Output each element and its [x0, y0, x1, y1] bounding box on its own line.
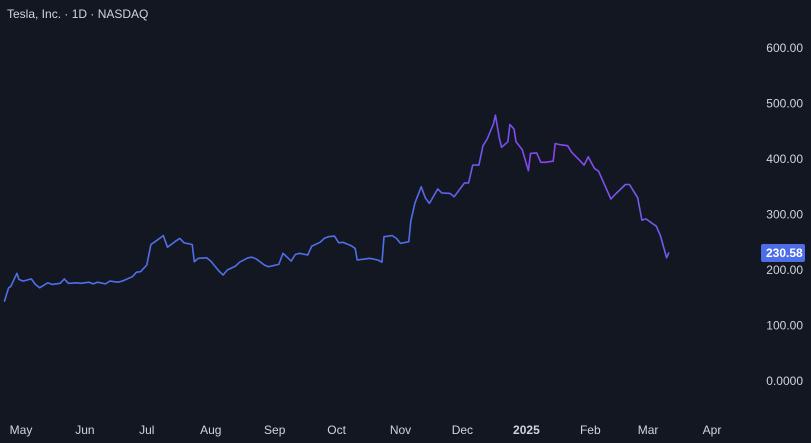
- x-tick-label: Oct: [327, 423, 346, 437]
- x-tick-label: Aug: [200, 423, 221, 437]
- y-tick-label: 0.0000: [766, 374, 803, 388]
- x-tick-label: 2025: [513, 423, 540, 437]
- x-tick-label: May: [10, 423, 33, 437]
- y-tick-label: 100.00: [766, 319, 803, 333]
- chart-title: Tesla, Inc. · 1D · NASDAQ: [7, 7, 148, 21]
- x-tick-label: Feb: [580, 423, 601, 437]
- x-tick-label: Nov: [390, 423, 411, 437]
- price-line: [3, 114, 670, 302]
- x-tick-label: Dec: [452, 423, 473, 437]
- y-tick-label: 500.00: [766, 97, 803, 111]
- x-tick-label: Mar: [638, 423, 659, 437]
- x-tick-label: Jun: [75, 423, 94, 437]
- last-price-badge-bg: [761, 244, 805, 262]
- x-tick-label: Apr: [703, 423, 722, 437]
- y-axis: 600.00 500.00 400.00 300.00 200.00 100.00 0.00…: [766, 41, 803, 388]
- x-axis: May Jun Jul Aug Sep Oct Nov Dec 2025 Feb Mar Apr: [10, 423, 722, 437]
- x-tick-label: Jul: [139, 423, 154, 437]
- y-tick-label: 600.00: [766, 41, 803, 55]
- x-tick-label: Sep: [264, 423, 286, 437]
- last-price-label: 230.58: [766, 246, 803, 260]
- y-tick-label: 400.00: [766, 152, 803, 166]
- y-tick-label: 200.00: [766, 263, 803, 277]
- y-tick-label: 300.00: [766, 208, 803, 222]
- last-price-badge: 230.58: [761, 244, 805, 262]
